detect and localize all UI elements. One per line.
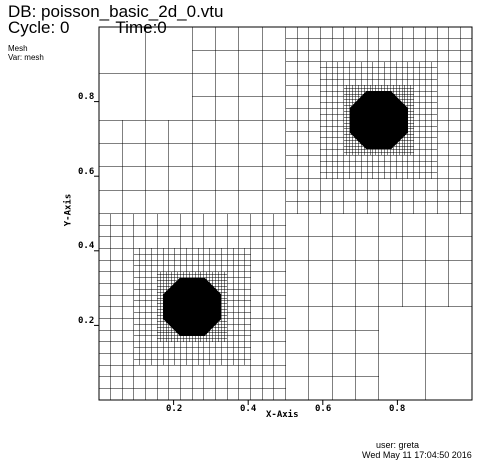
user-label: user: greta	[376, 440, 420, 450]
refinement-core-2	[349, 91, 408, 150]
x-tick-label: 0.6	[315, 404, 332, 414]
y-axis-label: Y-Axis	[63, 193, 74, 227]
cycle-label: Cycle: 0	[8, 18, 70, 37]
date-label: Wed May 11 17:04:50 2016	[362, 450, 472, 460]
y-tick-label: 0.8	[78, 92, 95, 102]
x-tick-label: 0.4	[240, 404, 257, 414]
database-title: DB: poisson_basic_2d_0.vtu	[8, 2, 224, 21]
x-tick-label: 0.8	[389, 404, 406, 414]
y-tick-label: 0.4	[78, 241, 95, 251]
refinement-core-1	[163, 277, 222, 336]
mesh-lines	[98, 26, 473, 401]
x-tick-label: 0.2	[166, 404, 183, 414]
plot-var-label: Var: mesh	[8, 53, 44, 62]
y-tick-label: 0.2	[78, 316, 95, 326]
x-axis-label: X-Axis	[266, 410, 299, 420]
mesh-cells	[98, 26, 473, 401]
plot-name-label: Mesh	[8, 44, 28, 53]
plot-border	[98, 26, 473, 401]
y-tick-label: 0.6	[78, 167, 95, 177]
